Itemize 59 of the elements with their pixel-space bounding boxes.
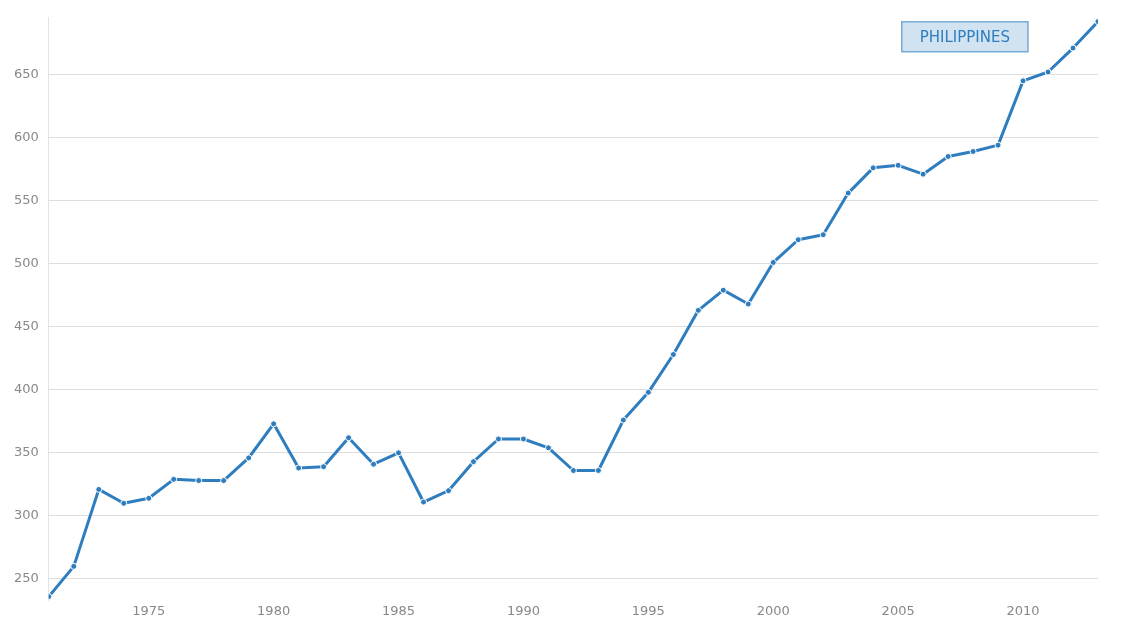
point	[445, 487, 452, 495]
point	[869, 164, 877, 172]
y-tick-label: 500	[13, 255, 39, 271]
y-tick-label: 400	[13, 381, 39, 397]
point	[120, 499, 128, 507]
x-tick-label: 2005	[881, 602, 915, 618]
point	[270, 420, 278, 428]
x-tick-label: 2000	[756, 602, 790, 618]
point	[295, 464, 303, 472]
point	[694, 306, 702, 314]
point	[70, 562, 78, 570]
point	[170, 475, 178, 483]
x-tick-label: 1990	[506, 602, 540, 618]
x-tick-label: 1995	[631, 602, 665, 618]
point	[494, 435, 502, 443]
point	[145, 494, 153, 502]
point	[919, 170, 927, 178]
point	[320, 463, 328, 471]
point	[744, 300, 752, 308]
x-tick-label: 1975	[132, 602, 166, 618]
point	[944, 153, 952, 161]
text: PHILIPPINES	[919, 27, 1010, 46]
point	[469, 458, 477, 466]
point	[1044, 68, 1052, 76]
point	[220, 477, 228, 485]
point	[345, 434, 353, 442]
point	[519, 435, 527, 443]
y-tick-label: 300	[13, 507, 39, 523]
point	[969, 147, 977, 155]
point	[370, 460, 378, 468]
point	[994, 141, 1002, 149]
y-tick-label: 650	[13, 65, 39, 81]
point	[1019, 77, 1027, 85]
point	[669, 351, 677, 358]
point	[195, 477, 203, 485]
y-tick-label: 450	[13, 318, 39, 334]
y-tick-label: 600	[13, 128, 39, 144]
point	[1069, 44, 1077, 52]
point	[544, 444, 552, 452]
x-tick-label: 2010	[1006, 602, 1040, 618]
point	[395, 449, 403, 457]
point	[794, 236, 802, 244]
point	[719, 286, 727, 294]
point	[420, 498, 428, 506]
point	[619, 416, 627, 424]
point	[95, 485, 103, 493]
point	[594, 467, 602, 475]
point	[819, 231, 827, 239]
point	[769, 258, 777, 266]
y-tick-label: 350	[13, 444, 39, 460]
point	[569, 467, 577, 475]
point	[844, 189, 852, 197]
x-tick-label: 1985	[382, 602, 416, 618]
point	[245, 454, 253, 462]
point	[894, 161, 902, 169]
y-tick-label: 250	[13, 570, 39, 586]
y-tick-label: 550	[13, 192, 39, 208]
point	[644, 388, 652, 396]
x-tick-label: 1980	[257, 602, 291, 618]
